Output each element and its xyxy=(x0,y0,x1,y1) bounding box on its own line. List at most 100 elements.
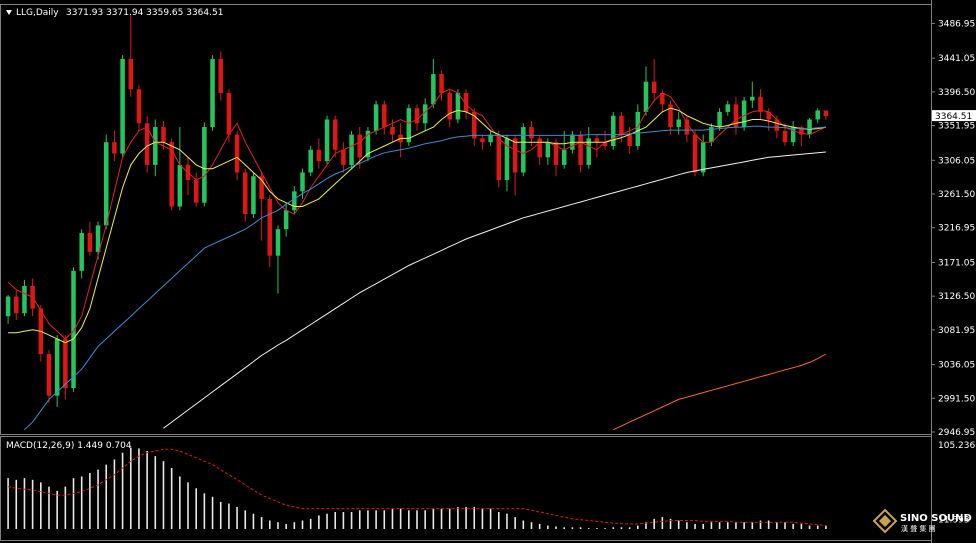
bear-candle xyxy=(226,93,232,135)
bear-candle xyxy=(234,134,240,173)
price-axis: 3486.95 3441.05 3396.50 3351.95 3306.05 3261.… xyxy=(931,0,975,543)
bull-candle xyxy=(5,296,11,317)
bear-candle xyxy=(112,142,117,154)
bear-candle xyxy=(668,104,673,128)
bear-candle xyxy=(512,138,518,173)
bear-candle xyxy=(439,74,444,94)
bull-candle xyxy=(349,134,354,165)
bull-candle xyxy=(365,130,371,158)
bear-candle xyxy=(390,127,395,135)
macd-tick-label: 11.393 xyxy=(938,515,970,525)
ma-blue-line xyxy=(24,125,826,431)
bear-candle xyxy=(758,96,763,112)
bull-candle xyxy=(725,104,731,112)
price-tick-label: 3351.95 xyxy=(938,122,975,132)
watermark-line1: SINO SOUND xyxy=(900,513,972,524)
bear-candle xyxy=(128,58,134,90)
bull-candle xyxy=(120,58,125,154)
bull-candle xyxy=(455,93,461,120)
bear-candle xyxy=(463,93,469,112)
bull-candle xyxy=(202,127,207,203)
bull-candle xyxy=(504,138,510,181)
macd-histogram-layer xyxy=(7,447,827,529)
bear-candle xyxy=(87,232,93,252)
bull-candle xyxy=(709,127,714,143)
bull-candle xyxy=(373,104,379,131)
bear-candle xyxy=(218,58,223,94)
bear-candle xyxy=(63,338,68,389)
logo-inner-icon xyxy=(879,515,891,527)
bear-candle xyxy=(594,138,600,143)
bull-candle xyxy=(807,119,812,135)
collapse-triangle-icon[interactable] xyxy=(6,10,12,15)
bear-candle xyxy=(799,127,804,135)
price-tick-label: 2991.50 xyxy=(938,394,975,404)
moving-averages-layer xyxy=(7,88,827,431)
current-price-marker: 3364.51 xyxy=(932,110,976,122)
bear-candle xyxy=(553,142,559,165)
bull-candle xyxy=(488,134,493,143)
bear-candle xyxy=(627,134,632,146)
bear-candle xyxy=(578,134,583,165)
bull-candle xyxy=(210,58,215,128)
bear-candle xyxy=(341,149,346,165)
bull-candle xyxy=(153,127,158,165)
bull-candle xyxy=(103,142,109,226)
bear-candle xyxy=(692,134,698,173)
bear-candle xyxy=(136,89,142,124)
bull-candle xyxy=(292,191,297,211)
bull-candle xyxy=(177,164,183,207)
price-tick-label: 3126.50 xyxy=(938,292,975,302)
ma-orange-line xyxy=(613,353,827,431)
bear-candle xyxy=(471,111,477,139)
macd-tick-label: 105.236 xyxy=(938,441,975,451)
bull-candle xyxy=(283,210,289,230)
bear-candle xyxy=(267,198,273,256)
chart-header: LLG,Daily 3371.93 3371.94 3359.65 3364.5… xyxy=(6,8,223,451)
bear-candle xyxy=(332,119,338,150)
macd-label: MACD(12,26,9) 1.449 0.704 xyxy=(6,441,132,451)
macd-pane xyxy=(0,436,932,541)
bear-candle xyxy=(766,111,771,120)
bull-candle xyxy=(275,229,281,256)
bull-candle xyxy=(643,81,649,112)
bear-candle xyxy=(537,138,542,158)
bull-candle xyxy=(586,138,591,165)
ohlc-values: 3371.93 3371.94 3359.65 3364.51 xyxy=(66,8,223,18)
bull-candle xyxy=(741,100,747,128)
bear-candle xyxy=(14,296,19,314)
bear-candle xyxy=(169,142,174,207)
bear-candle xyxy=(529,127,534,139)
ma-yellow-line xyxy=(8,107,826,344)
bear-candle xyxy=(259,176,264,199)
bear-candle xyxy=(660,93,665,105)
bull-candle xyxy=(611,115,616,146)
bear-candle xyxy=(602,142,608,146)
bear-candle xyxy=(684,119,690,135)
bull-candle xyxy=(95,225,101,252)
price-tick-label: 3171.05 xyxy=(938,258,975,268)
bull-candle xyxy=(71,270,76,389)
ma-red-line xyxy=(7,88,827,340)
bear-candle xyxy=(382,104,387,128)
price-tick-label: 3396.50 xyxy=(938,88,975,98)
bull-candle xyxy=(308,149,313,173)
price-ticks: 3486.95 3441.05 3396.50 3351.95 3306.05 3261.… xyxy=(931,19,975,438)
bull-candle xyxy=(521,127,526,173)
price-tick-label: 3261.50 xyxy=(938,190,975,200)
price-box-label: 3364.51 xyxy=(935,112,972,122)
bull-candle xyxy=(22,285,27,314)
bull-candle xyxy=(750,96,755,101)
bull-candle xyxy=(561,149,567,165)
bear-candle xyxy=(774,119,780,131)
bear-candle xyxy=(619,115,624,135)
price-tick-label: 2946.95 xyxy=(938,428,975,438)
bull-candle xyxy=(545,142,551,158)
price-tick-label: 3036.05 xyxy=(938,361,975,371)
bear-candle xyxy=(447,93,452,120)
bull-candle xyxy=(251,176,256,215)
price-tick-label: 3306.05 xyxy=(938,156,975,166)
bull-candle xyxy=(406,108,412,143)
